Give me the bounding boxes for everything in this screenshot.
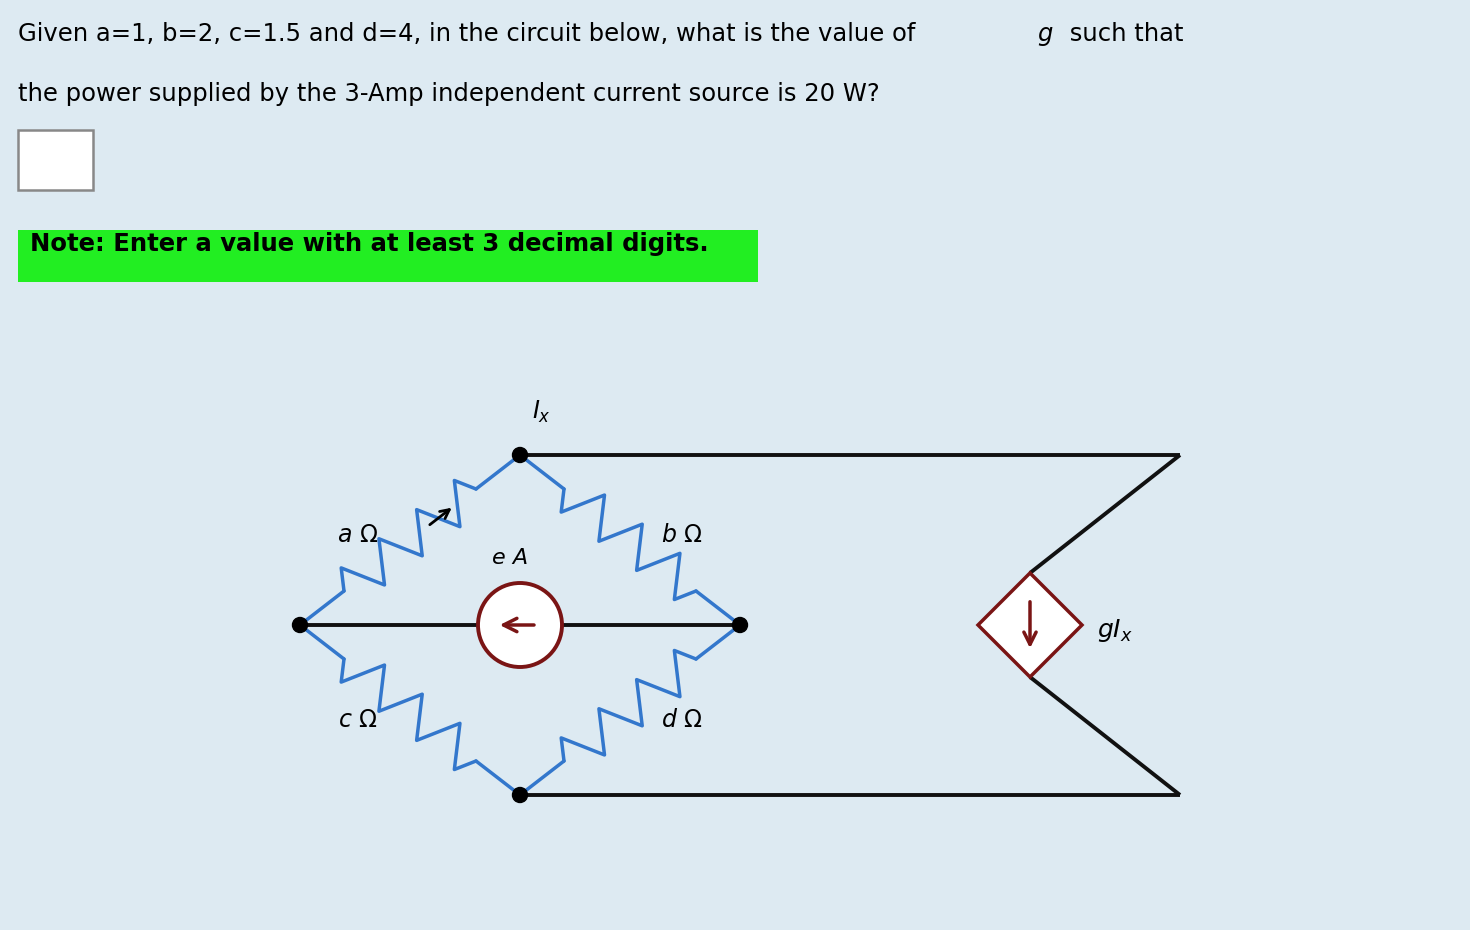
FancyBboxPatch shape: [18, 130, 93, 190]
Text: $I_x$: $I_x$: [532, 399, 551, 425]
Text: such that: such that: [1061, 22, 1183, 46]
Polygon shape: [978, 573, 1082, 677]
Circle shape: [478, 583, 562, 667]
Text: Given a=1, b=2, c=1.5 and d=4, in the circuit below, what is the value of: Given a=1, b=2, c=1.5 and d=4, in the ci…: [18, 22, 923, 46]
Circle shape: [513, 788, 528, 803]
Text: g: g: [1036, 22, 1053, 46]
Text: the power supplied by the 3-Amp independent current source is 20 W?: the power supplied by the 3-Amp independ…: [18, 82, 879, 106]
Circle shape: [293, 618, 307, 632]
Text: Note: Enter a value with at least 3 decimal digits.: Note: Enter a value with at least 3 deci…: [29, 232, 709, 256]
Text: $a\ \Omega$: $a\ \Omega$: [337, 523, 379, 547]
Circle shape: [513, 447, 528, 462]
Circle shape: [732, 618, 748, 632]
Text: $gI_x$: $gI_x$: [1097, 617, 1133, 644]
Text: e A: e A: [492, 548, 528, 568]
Text: $c\ \Omega$: $c\ \Omega$: [338, 708, 378, 732]
FancyBboxPatch shape: [18, 230, 759, 282]
Text: $d\ \Omega$: $d\ \Omega$: [662, 708, 703, 732]
Text: $b\ \Omega$: $b\ \Omega$: [662, 523, 703, 547]
